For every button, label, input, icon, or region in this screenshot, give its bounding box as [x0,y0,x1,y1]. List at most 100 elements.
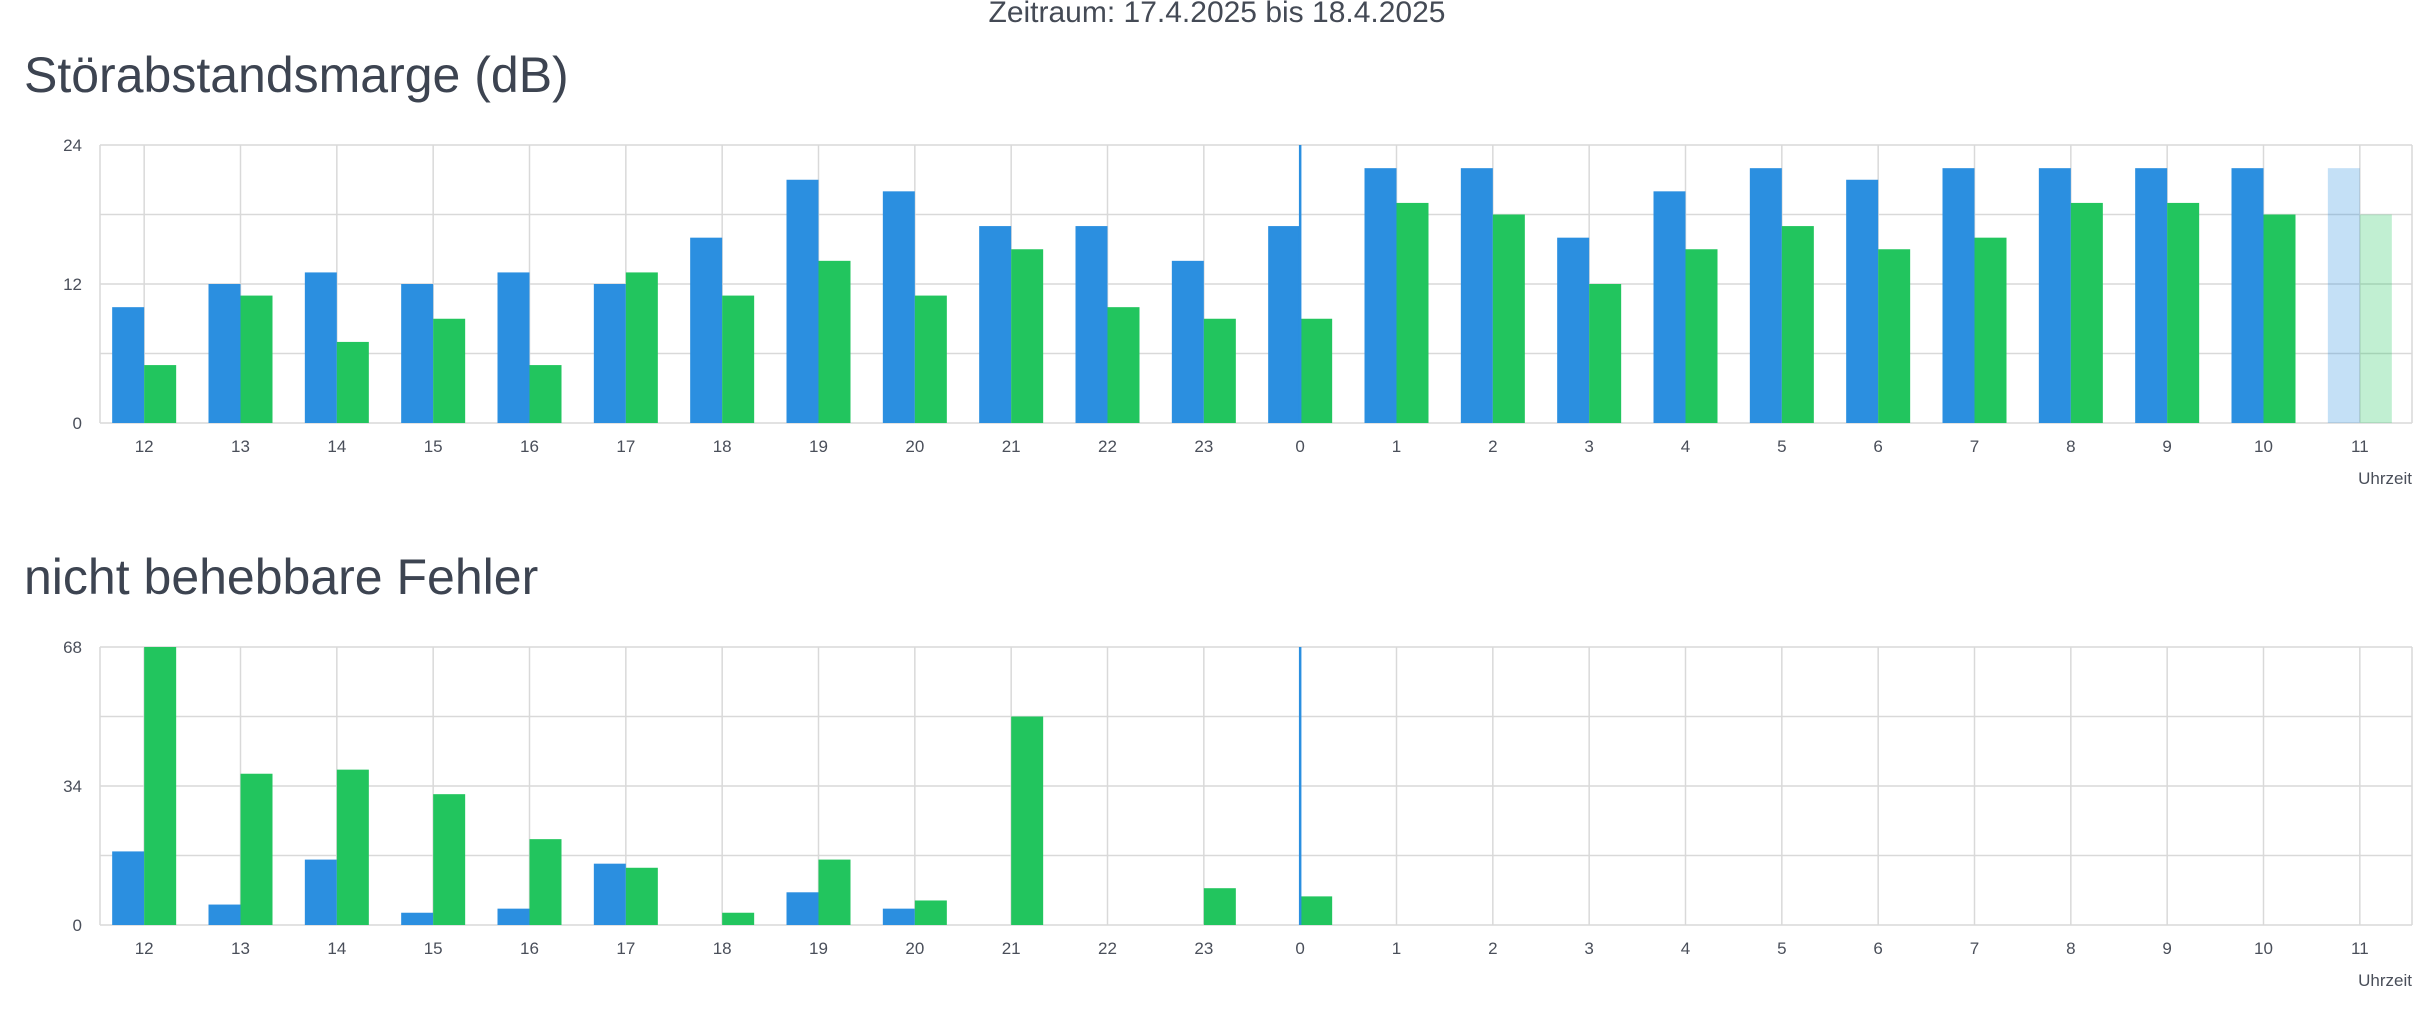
errors-x-tick-label: 17 [616,939,635,958]
errors-bar-green [1203,888,1236,925]
errors-x-tick-label: 21 [1002,939,1021,958]
snr-bar-green [1107,307,1140,423]
snr-x-tick-label: 1 [1392,437,1401,456]
snr-x-tick-label: 20 [905,437,924,456]
snr-x-tick-label: 21 [1002,437,1021,456]
errors-bar-green [1300,896,1333,925]
snr-bar-green [1011,249,1044,423]
snr-x-tick-label: 5 [1777,437,1786,456]
errors-x-tick-label: 14 [327,939,346,958]
snr-bar-blue [1268,226,1301,423]
errors-x-tick-label: 15 [424,939,443,958]
snr-bar-blue [2231,168,2264,423]
snr-bar-blue [1460,168,1493,423]
errors-x-tick-label: 23 [1194,939,1213,958]
snr-bar-green [144,365,177,423]
errors-x-axis-label: Uhrzeit [2358,971,2412,990]
snr-bar-green [1492,214,1525,423]
errors-bar-blue [208,904,241,925]
errors-y-tick-label: 68 [63,638,82,657]
errors-bar-green [336,769,369,925]
errors-bar-blue [112,851,145,925]
snr-bar-green [2263,214,2296,423]
errors-x-tick-label: 2 [1488,939,1497,958]
snr-bar-green [1396,202,1429,423]
snr-x-tick-label: 11 [2351,437,2369,456]
snr-bar-blue [690,237,723,423]
snr-bar-blue [1557,237,1590,423]
snr-x-tick-label: 12 [135,437,154,456]
snr-bar-green [1685,249,1718,423]
errors-x-tick-label: 20 [905,939,924,958]
errors-x-tick-label: 11 [2351,939,2369,958]
snr-bar-green [1589,284,1622,423]
snr-bar-blue [2038,168,2071,423]
snr-bar-blue [2327,168,2360,423]
snr-x-tick-label: 4 [1681,437,1690,456]
errors-bar-green [818,859,851,925]
snr-bar-green [336,341,369,423]
snr-x-tick-label: 14 [327,437,346,456]
snr-bar-green [433,318,466,423]
errors-x-tick-label: 7 [1970,939,1979,958]
errors-bar-blue [497,908,530,925]
snr-bar-blue [786,179,819,423]
snr-bar-blue [1075,226,1108,423]
snr-x-tick-label: 3 [1584,437,1593,456]
errors-y-tick-label: 0 [73,916,82,935]
snr-bar-green [1878,249,1911,423]
errors-x-tick-label: 18 [713,939,732,958]
snr-bar-green [1300,318,1333,423]
snr-bar-blue [979,226,1012,423]
snr-x-tick-label: 8 [2066,437,2075,456]
errors-x-tick-label: 10 [2254,939,2273,958]
errors-bar-green [144,647,177,925]
snr-bar-blue [1171,260,1204,423]
errors-bar-green [433,794,466,925]
errors-x-tick-label: 22 [1098,939,1117,958]
snr-x-tick-label: 19 [809,437,828,456]
snr-x-tick-label: 16 [520,437,539,456]
snr-bar-blue [1364,168,1397,423]
snr-bar-green [2167,202,2200,423]
snr-bar-green [722,295,755,423]
snr-y-tick-label: 12 [63,275,82,294]
errors-x-tick-label: 8 [2066,939,2075,958]
snr-x-tick-label: 9 [2162,437,2171,456]
errors-bar-green [625,867,658,925]
snr-bar-blue [593,284,626,423]
snr-bar-blue [304,272,337,423]
snr-x-tick-label: 22 [1098,437,1117,456]
errors-bar-green [240,773,273,925]
errors-x-tick-label: 1 [1392,939,1401,958]
snr-bar-blue [1653,191,1686,423]
errors-x-tick-label: 6 [1873,939,1882,958]
snr-x-tick-label: 23 [1194,437,1213,456]
errors-x-tick-label: 19 [809,939,828,958]
snr-bar-blue [1846,179,1879,423]
snr-bar-blue [2135,168,2168,423]
snr-x-tick-label: 15 [424,437,443,456]
snr-bar-blue [497,272,530,423]
snr-bar-blue [882,191,915,423]
errors-x-tick-label: 13 [231,939,250,958]
snr-bar-green [529,365,562,423]
errors-bar-green [914,900,947,925]
snr-bar-blue [208,284,241,423]
snr-x-tick-label: 6 [1873,437,1882,456]
snr-bar-blue [1749,168,1782,423]
errors-x-tick-label: 3 [1584,939,1593,958]
snr-bar-blue [112,307,145,423]
errors-bar-blue [882,908,915,925]
snr-bar-green [1781,226,1814,423]
errors-bar-blue [593,863,626,925]
snr-bar-green [2070,202,2103,423]
snr-bar-green [1974,237,2007,423]
errors-x-tick-label: 9 [2162,939,2171,958]
snr-bar-green [1203,318,1236,423]
errors-x-tick-label: 0 [1295,939,1304,958]
snr-x-tick-label: 7 [1970,437,1979,456]
snr-x-tick-label: 2 [1488,437,1497,456]
